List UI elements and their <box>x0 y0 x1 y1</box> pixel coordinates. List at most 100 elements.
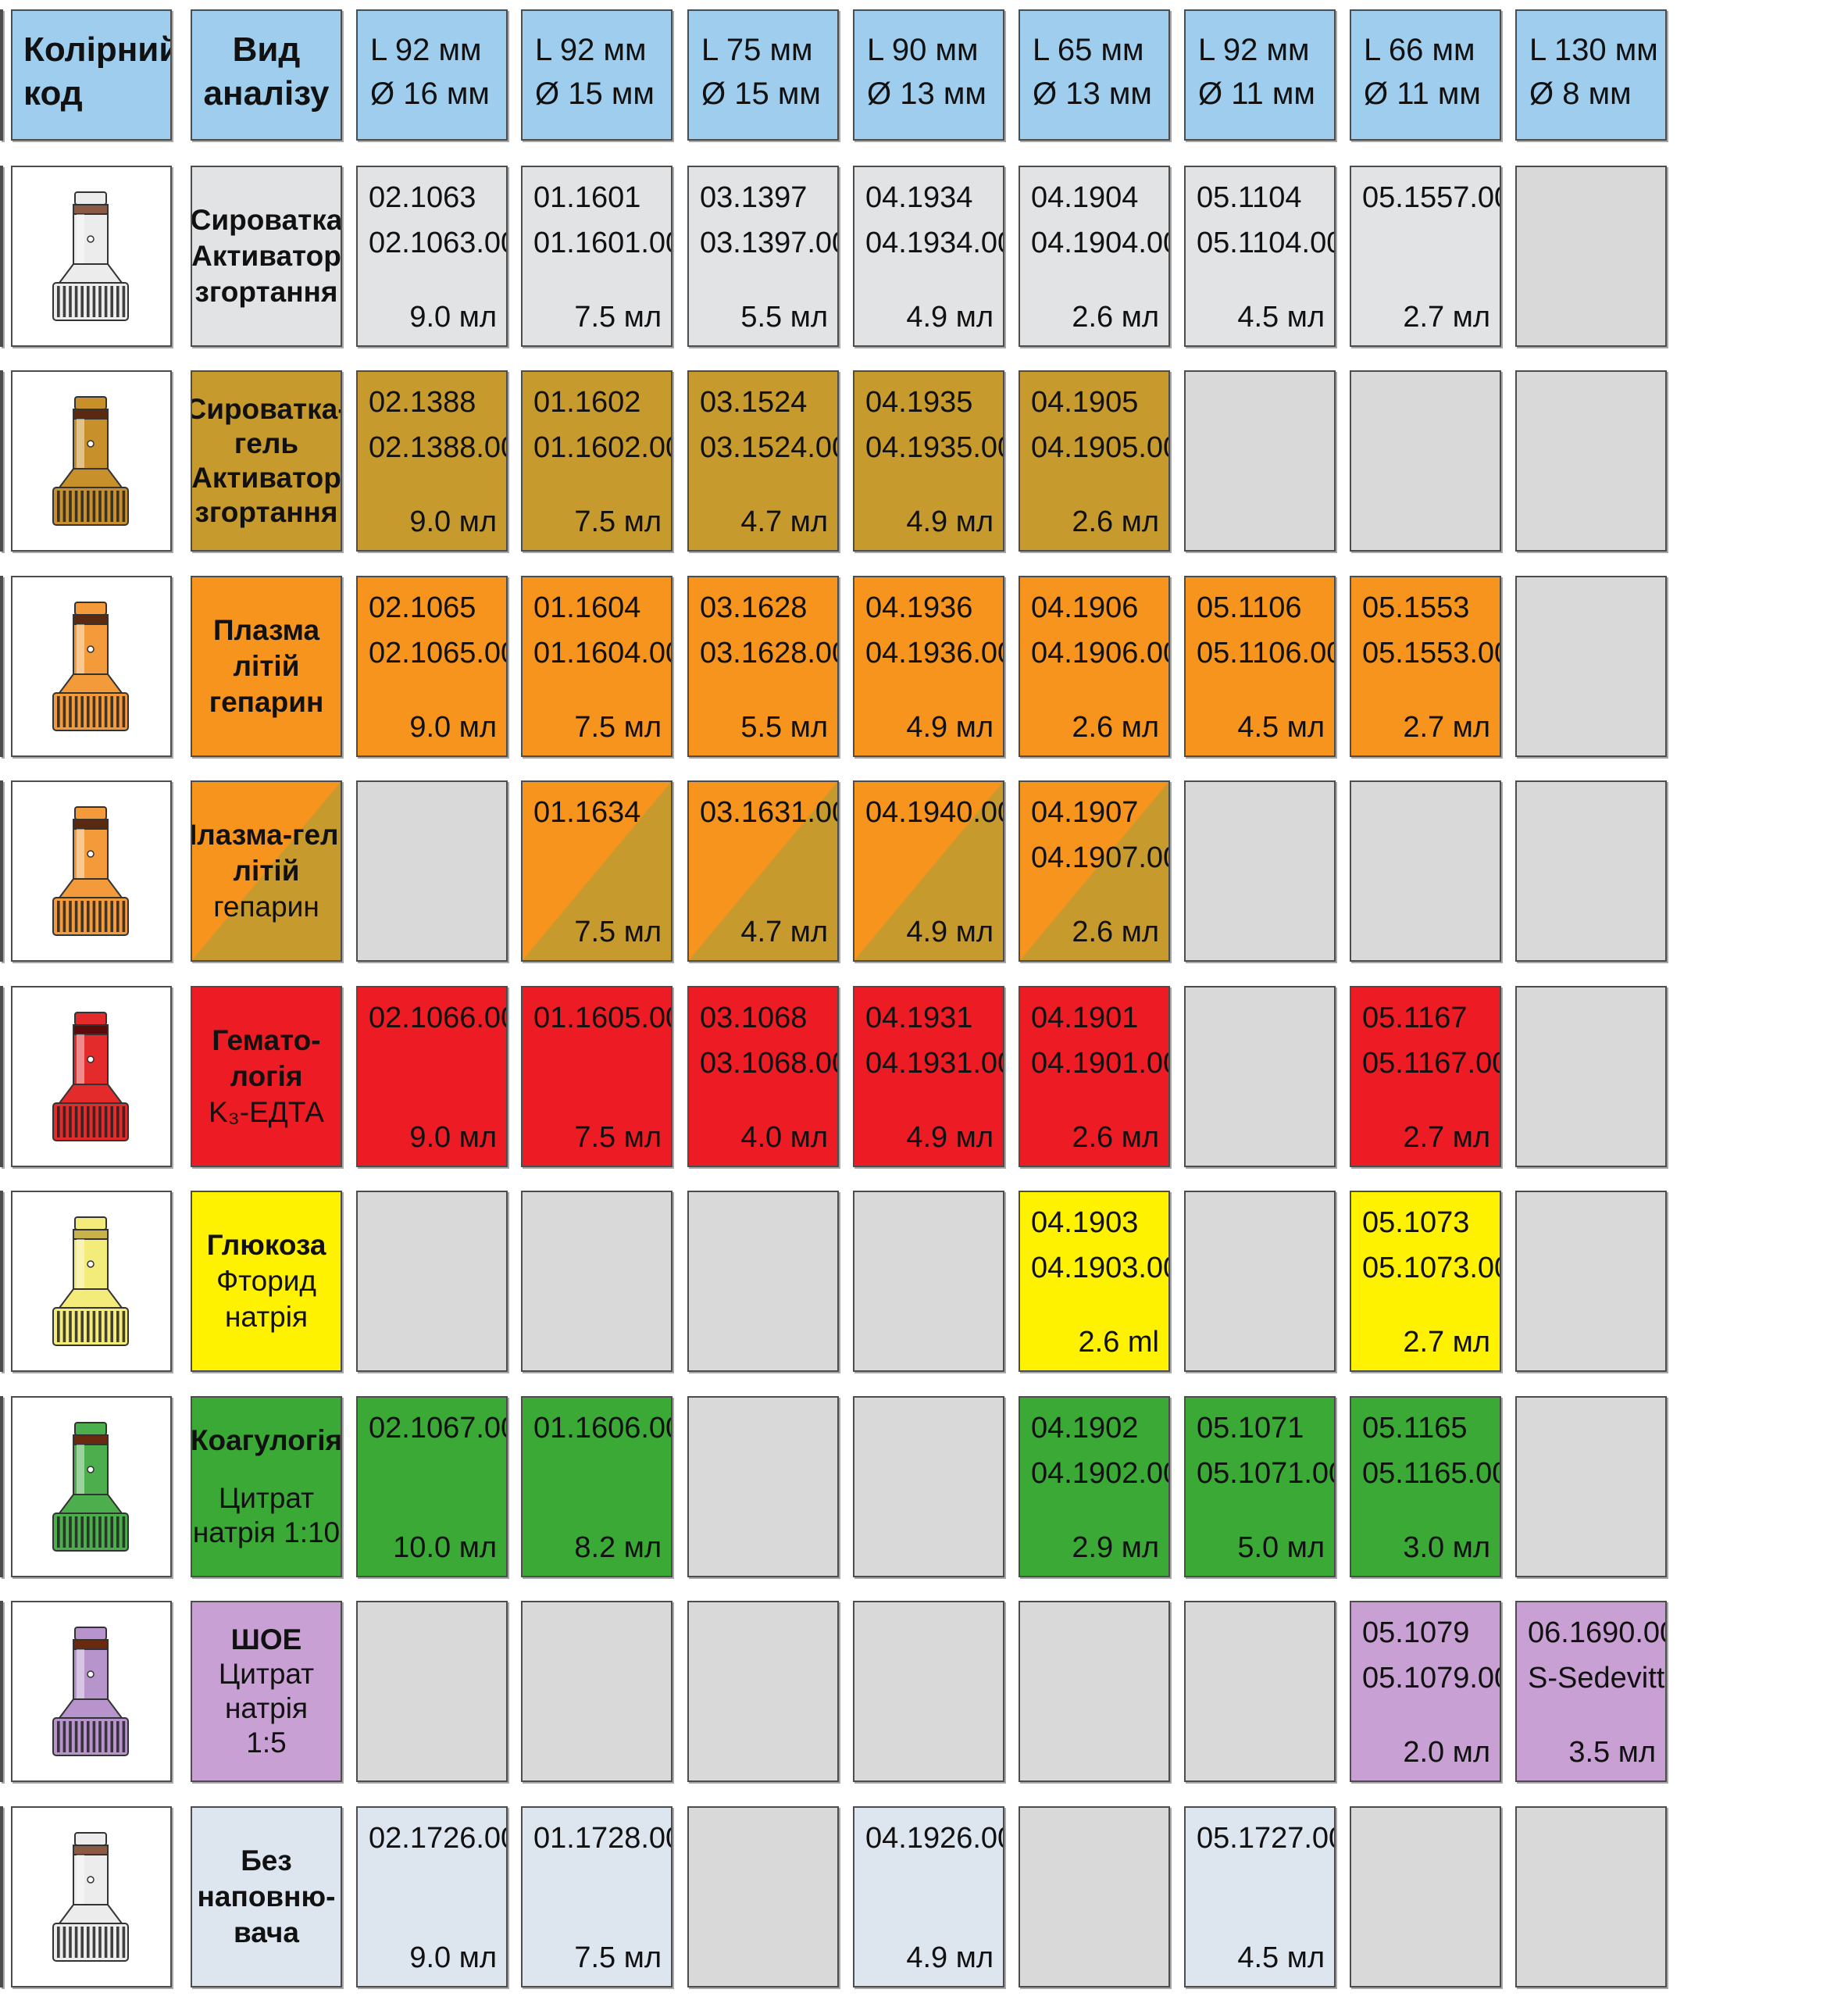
article-number: 02.1065 <box>369 591 476 624</box>
analysis-type-cell: Коагулогія Цитрат натрія 1:10 <box>191 1396 342 1577</box>
fill-volume: 2.7 мл <box>1403 711 1490 744</box>
analysis-type-cell: Сироватка Активатор згортання <box>191 166 342 347</box>
header-analysis-type-label: Вид аналізу <box>192 28 341 116</box>
article-number-alt: 04.1936.001 <box>865 637 1003 670</box>
color-code-cell <box>11 1396 172 1577</box>
article-cell: 02.1388 02.1388.001 9.0 мл <box>356 370 508 552</box>
color-code-cell <box>11 166 172 347</box>
article-number: 06.1690.001 <box>1528 1616 1665 1649</box>
fill-volume: 2.6 мл <box>1072 711 1159 744</box>
fill-volume: 7.5 мл <box>574 916 662 948</box>
analysis-type-text: Фторид <box>216 1265 317 1297</box>
article-number: 01.1604 <box>533 591 641 624</box>
article-number-alt: 02.1065.001 <box>369 637 506 670</box>
analysis-type-text: Цитрат <box>218 1658 315 1690</box>
tube-cap-icon <box>52 806 129 936</box>
article-number-alt: 04.1901.001 <box>1031 1047 1168 1080</box>
article-number-alt: 05.1073.001 <box>1362 1252 1500 1284</box>
analysis-type-text: натрія <box>225 1301 308 1333</box>
article-number: 02.1726.001 <box>369 1822 506 1855</box>
fill-volume: 4.9 мл <box>906 916 994 948</box>
article-cell: 05.1557.001 2.7 мл <box>1350 166 1501 347</box>
analysis-type-text: Сироватка- <box>191 393 342 425</box>
article-cell: 03.1631.001 4.7 мл <box>687 780 839 962</box>
tube-size-label: L 92 мм Ø 16 мм <box>370 28 490 116</box>
analysis-type-text: Активатор <box>191 240 341 272</box>
article-cell: 04.1903 04.1903.001 2.6 ml <box>1019 1191 1170 1372</box>
analysis-type-text: Плазма-гель <box>192 819 341 851</box>
article-number-alt: 04.1905.001 <box>1031 431 1168 464</box>
article-number: 03.1068 <box>700 1002 808 1034</box>
header-tube-size: L 130 мм Ø 8 мм <box>1515 9 1667 141</box>
article-number-alt: 05.1165.001 <box>1362 1457 1500 1490</box>
fill-volume: 2.7 мл <box>1403 1121 1490 1154</box>
header-color-code-line1: Колірний <box>23 30 172 69</box>
empty-cell <box>853 1396 1004 1577</box>
analysis-type-cell: ШОЕ Цитрат натрія 1:5 <box>191 1601 342 1782</box>
article-cell: 04.1936 04.1936.001 4.9 мл <box>853 576 1004 757</box>
article-cell: 02.1726.001 9.0 мл <box>356 1806 508 1988</box>
fill-volume: 8.2 мл <box>574 1531 662 1564</box>
article-cell: 04.1905 04.1905.001 2.6 мл <box>1019 370 1170 552</box>
article-number: 04.1907 <box>1031 796 1139 829</box>
article-cell: 04.1904 04.1904.001 2.6 мл <box>1019 166 1170 347</box>
empty-cell <box>356 780 508 962</box>
article-number-alt: 02.1063.001 <box>369 227 506 259</box>
tube-size-label: L 130 мм Ø 8 мм <box>1529 28 1658 116</box>
empty-cell <box>1350 780 1501 962</box>
analysis-type-text: ШОЕ <box>230 1623 302 1655</box>
article-number-alt: 04.1934.001 <box>865 227 1003 259</box>
empty-cell <box>687 1191 839 1372</box>
article-number: 01.1606.001 <box>533 1412 671 1445</box>
article-cell: 03.1524 03.1524.001 4.7 мл <box>687 370 839 552</box>
empty-cell <box>1350 1806 1501 1988</box>
tube-diameter: Ø 13 мм <box>1033 77 1152 111</box>
fill-volume: 4.5 мл <box>1237 1941 1325 1974</box>
fill-volume: 9.0 мл <box>409 1121 497 1154</box>
tube-length: L 92 мм <box>370 33 482 67</box>
article-number-alt: 05.1071.001 <box>1197 1457 1334 1490</box>
header-analysis-type-line2: аналізу <box>203 74 330 112</box>
fill-volume: 3.5 мл <box>1568 1736 1656 1769</box>
analysis-type-cell: Гемато-логія K₃-ЕДТА <box>191 986 342 1167</box>
article-number: 02.1067.001 <box>369 1412 506 1445</box>
article-number: 01.1728.001 <box>533 1822 671 1855</box>
header-color-code-label: Колірний код <box>23 28 172 116</box>
article-number: 02.1063 <box>369 181 476 214</box>
article-number-alt: 04.1904.001 <box>1031 227 1168 259</box>
article-number: 03.1628 <box>700 591 808 624</box>
fill-volume: 4.9 мл <box>906 1941 994 1974</box>
analysis-type-text: згортання <box>194 496 338 528</box>
article-number-alt: 03.1068.001 <box>700 1047 837 1080</box>
article-cell: 02.1065 02.1065.001 9.0 мл <box>356 576 508 757</box>
empty-cell <box>1019 1806 1170 1988</box>
article-cell: 01.1601 01.1601.001 7.5 мл <box>521 166 672 347</box>
fill-volume: 4.9 мл <box>906 301 994 334</box>
article-number-alt: 04.1902.001 <box>1031 1457 1168 1490</box>
analysis-type-text: гепарин <box>209 686 324 718</box>
article-number-alt: 03.1524.001 <box>700 431 837 464</box>
article-cell: 01.1606.001 8.2 мл <box>521 1396 672 1577</box>
article-cell: 05.1727.001 4.5 мл <box>1184 1806 1336 1988</box>
article-number: 04.1936 <box>865 591 973 624</box>
empty-cell <box>1184 986 1336 1167</box>
tube-length: L 75 мм <box>701 33 813 67</box>
article-number-alt: 01.1604.001 <box>533 637 671 670</box>
empty-cell <box>1184 1191 1336 1372</box>
article-cell: 03.1397 03.1397.001 5.5 мл <box>687 166 839 347</box>
article-number-alt: 03.1628.001 <box>700 637 837 670</box>
color-code-cell <box>11 1191 172 1372</box>
fill-volume: 2.6 мл <box>1072 301 1159 334</box>
tube-size-label: L 66 мм Ø 11 мм <box>1364 28 1481 116</box>
analysis-type-text: згортання <box>194 276 338 308</box>
article-number: 03.1397 <box>700 181 808 214</box>
article-cell: 05.1073 05.1073.001 2.7 мл <box>1350 1191 1501 1372</box>
article-cell: 04.1926.001 4.9 мл <box>853 1806 1004 1988</box>
analysis-type-cell: Сироватка-гель Активатор згортання <box>191 370 342 552</box>
analysis-type-cell: Плазма-гель літій гепарин <box>191 780 342 962</box>
tube-diameter: Ø 11 мм <box>1198 77 1315 111</box>
header-tube-size: L 92 мм Ø 15 мм <box>521 9 672 141</box>
fill-volume: 9.0 мл <box>409 1941 497 1974</box>
article-number-alt: S-Sedevitte <box>1528 1662 1667 1695</box>
tube-cap-icon <box>52 1832 129 1962</box>
